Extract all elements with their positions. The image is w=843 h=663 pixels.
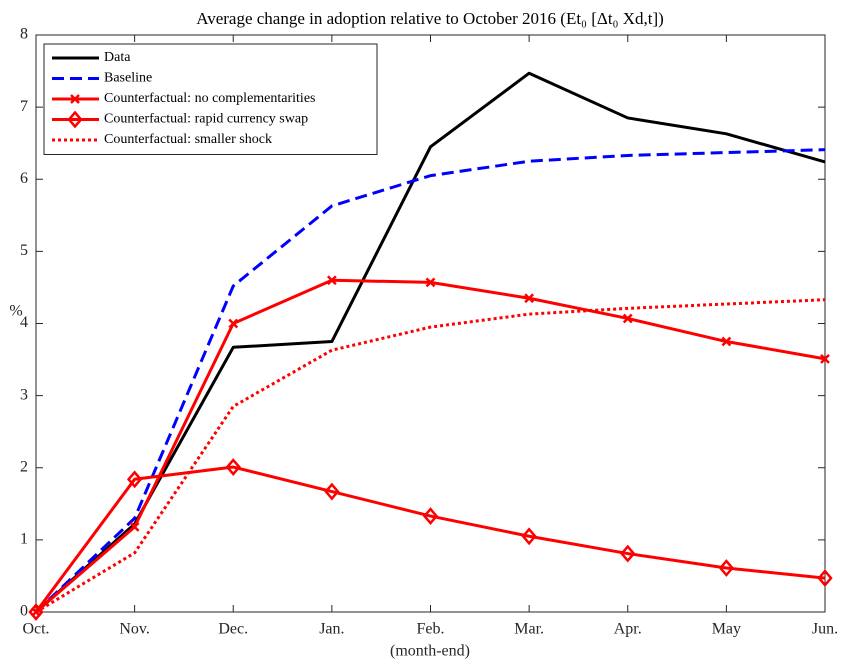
legend-label: Counterfactual: no complementarities: [104, 91, 315, 106]
legend-label: Baseline: [104, 71, 152, 86]
marker-x: [524, 293, 535, 304]
series-line: [35, 71, 826, 614]
marker-x: [129, 522, 140, 532]
legend-box: [43, 43, 378, 155]
x-axis-label: (month-end): [390, 643, 470, 660]
marker-x: [622, 313, 633, 324]
x-tick-label: Mar.: [514, 621, 544, 638]
y-tick-label: 1: [20, 531, 28, 548]
marker-diamond: [817, 569, 833, 588]
x-tick-label: Dec.: [218, 621, 248, 638]
marker-x: [70, 94, 80, 104]
marker-x: [425, 277, 436, 288]
y-tick-label: 5: [20, 242, 28, 259]
y-axis-label: %: [9, 303, 22, 320]
series-line: [34, 465, 826, 613]
marker-x: [820, 353, 830, 364]
marker-x: [228, 318, 239, 329]
marker-diamond: [67, 110, 83, 129]
chart-title: Average change in adoption relative to O…: [196, 9, 664, 28]
series-line: [34, 148, 826, 614]
x-tick-label: Nov.: [119, 621, 150, 638]
y-tick-label: 4: [20, 314, 28, 331]
marker-diamond: [28, 603, 44, 621]
series-line: [35, 298, 826, 614]
y-tick-label: 2: [20, 458, 28, 475]
marker-diamond: [225, 458, 241, 476]
marker-diamond: [126, 470, 143, 489]
y-tick-label: 3: [20, 386, 28, 403]
marker-diamond: [620, 544, 636, 563]
legend-label: Counterfactual: smaller shock: [104, 132, 272, 147]
legend-label: Counterfactual: rapid currency swap: [104, 112, 308, 127]
marker-diamond: [422, 507, 439, 525]
x-tick-label: Feb.: [417, 621, 445, 638]
x-tick-label: Jun.: [812, 621, 838, 638]
y-tick-label: 7: [20, 98, 28, 115]
marker-diamond: [718, 559, 735, 577]
y-tick-label: 0: [20, 603, 28, 620]
marker-diamond: [324, 482, 340, 501]
x-tick-label: Apr.: [614, 621, 642, 638]
x-tick-label: May: [712, 621, 741, 638]
marker-x: [721, 336, 732, 347]
marker-x: [326, 275, 337, 286]
legend-label: Data: [104, 50, 131, 65]
x-tick-label: Oct.: [22, 621, 49, 638]
series-line: [35, 278, 826, 614]
marker-diamond: [521, 527, 537, 546]
y-tick-label: 8: [20, 26, 28, 43]
y-tick-label: 6: [20, 170, 28, 187]
x-tick-label: Jan.: [319, 621, 344, 638]
